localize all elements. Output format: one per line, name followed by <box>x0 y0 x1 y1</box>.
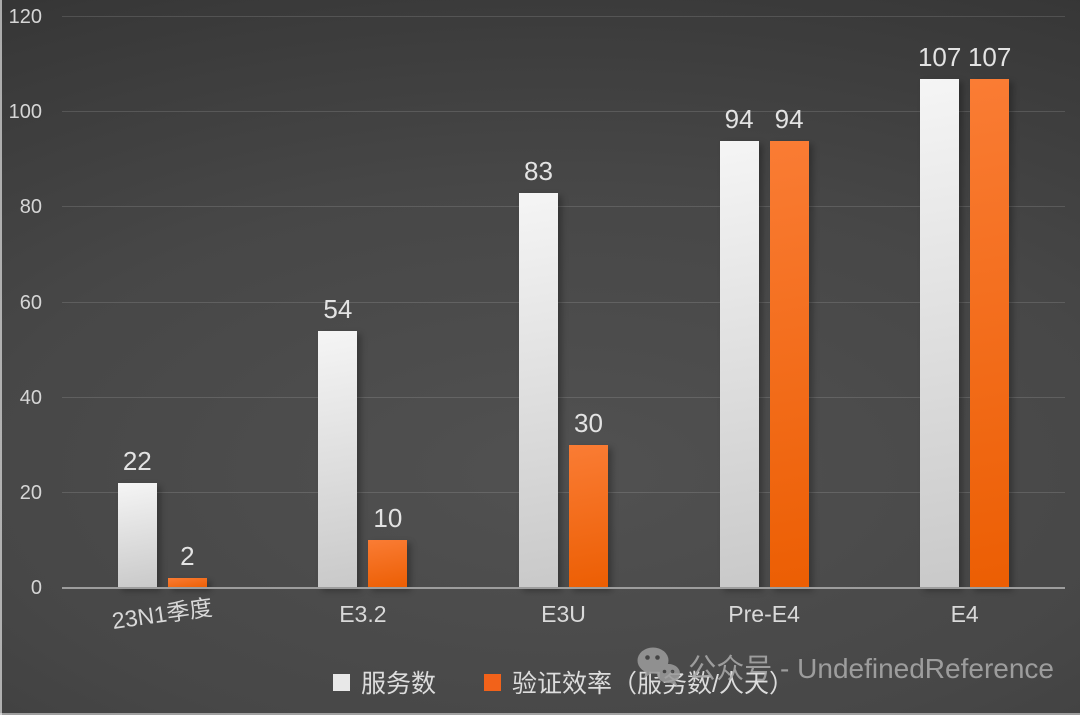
bar-efficiency: 107 <box>968 44 1011 588</box>
bar-efficiency: 30 <box>568 410 608 588</box>
legend-item: 服务数 <box>333 664 436 700</box>
gridline <box>62 301 1065 303</box>
x-tick-label: E4 <box>950 601 979 627</box>
bar-group: 54 10 <box>263 17 464 588</box>
x-tick-label: E3.2 <box>339 601 387 627</box>
legend-swatch-icon <box>484 673 502 691</box>
bar-services: 94 <box>719 106 759 588</box>
bar-services: 107 <box>918 44 961 588</box>
x-axis-labels: 23N1季度 E3.2 E3U Pre-E4 E4 <box>62 594 1065 634</box>
legend-item: 验证效率（服务数/人天） <box>484 664 794 700</box>
x-tick-label: 23N1季度 <box>110 594 214 634</box>
bar-group: 22 2 <box>62 17 263 588</box>
gridline <box>62 16 1065 17</box>
plot-area: 22 2 54 10 83 30 94 94 107 107 <box>62 16 1065 589</box>
watermark: 公众号 - UndefinedReference <box>636 646 1054 688</box>
value-label: 107 <box>967 41 1012 72</box>
y-tick-label: 60 <box>19 291 42 314</box>
legend-label: 验证效率（服务数/人天） <box>512 670 794 698</box>
bar-group: 83 30 <box>463 17 664 588</box>
y-tick-label: 100 <box>8 101 42 124</box>
value-label: 22 <box>122 446 152 477</box>
bar-services: 54 <box>318 296 358 588</box>
gridline <box>62 111 1065 113</box>
bar-efficiency: 94 <box>769 106 809 588</box>
value-label: 2 <box>180 541 195 572</box>
bar-group: 107 107 <box>864 17 1065 588</box>
y-tick-label: 80 <box>19 196 42 219</box>
bar-group: 94 94 <box>664 17 865 588</box>
x-axis-line <box>62 587 1065 589</box>
x-tick-label: Pre-E4 <box>728 601 800 627</box>
value-label: 94 <box>774 103 804 134</box>
wechat-icon <box>636 646 682 688</box>
watermark-text: 公众号 - UndefinedReference <box>688 653 1054 684</box>
y-axis-labels: 0 20 40 60 80 100 120 <box>0 7 50 598</box>
bar-services: 22 <box>117 448 157 588</box>
legend-swatch-icon <box>333 673 351 691</box>
value-label: 10 <box>373 503 403 534</box>
value-label: 54 <box>323 294 353 325</box>
bar-groups: 22 2 54 10 83 30 94 94 107 107 <box>62 17 1065 588</box>
y-tick-label: 20 <box>19 481 42 504</box>
legend: 服务数 验证效率（服务数/人天） <box>62 664 1065 700</box>
y-tick-label: 120 <box>8 6 42 28</box>
gridline <box>62 206 1065 208</box>
slide-edge-left <box>0 0 2 715</box>
value-label: 94 <box>724 103 754 134</box>
y-tick-label: 0 <box>30 577 42 599</box>
gridline <box>62 396 1065 398</box>
legend-label: 服务数 <box>361 670 437 698</box>
value-label: 107 <box>917 41 962 72</box>
y-tick-label: 40 <box>19 386 42 409</box>
gridline <box>62 491 1065 493</box>
bar-efficiency: 2 <box>167 543 207 588</box>
slide-edge-bottom <box>0 713 1080 715</box>
x-tick-label: E3U <box>541 601 586 627</box>
bar-efficiency: 10 <box>368 505 408 588</box>
value-label: 30 <box>574 408 603 439</box>
value-label: 83 <box>524 156 553 187</box>
bar-services: 83 <box>518 158 558 588</box>
